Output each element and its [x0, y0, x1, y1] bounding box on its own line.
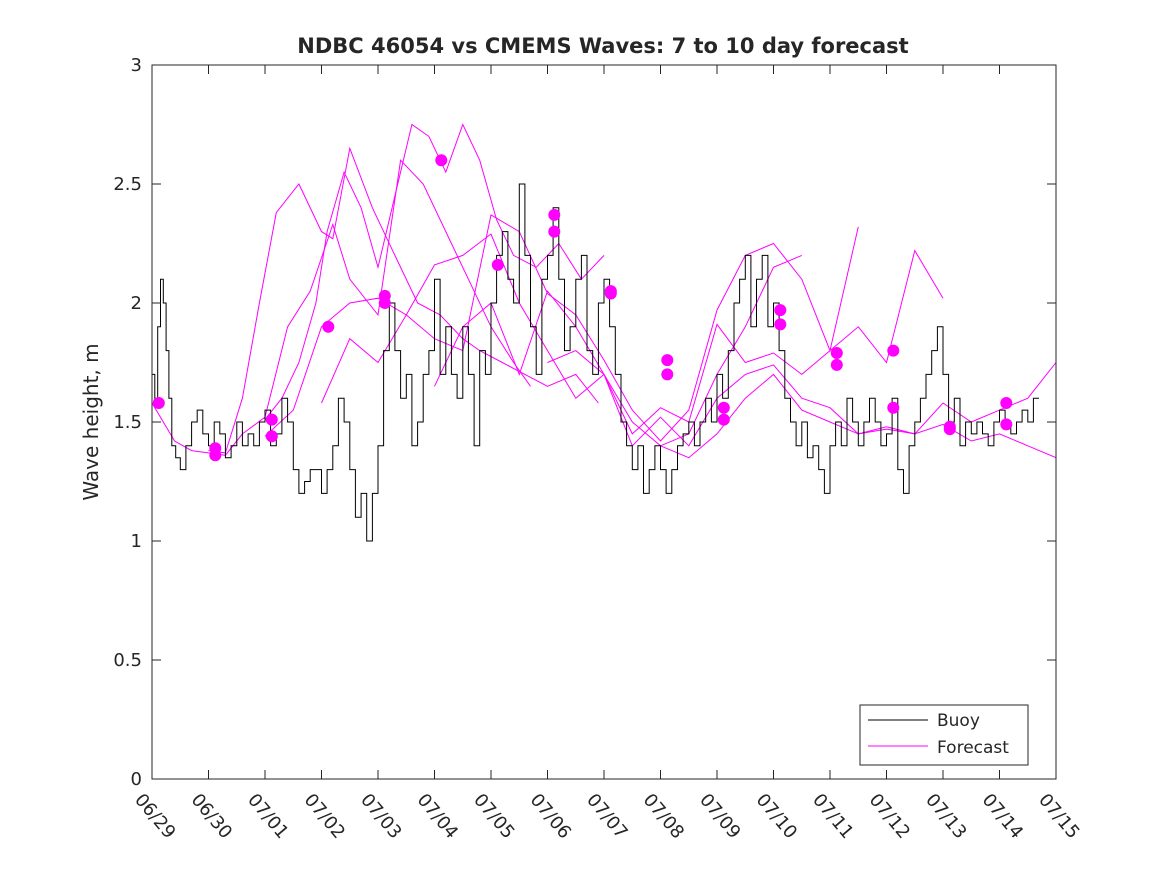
- forecast-marker: [1000, 418, 1013, 431]
- y-tick-label: 1: [131, 531, 142, 552]
- buoy-line: [152, 183, 1039, 542]
- legend-forecast-label: Forecast: [937, 738, 1009, 758]
- plot-area: [152, 65, 1056, 779]
- forecast-marker: [322, 320, 335, 333]
- y-axis: 0 0.5 1 1.5 2 2.5 3: [113, 55, 1056, 790]
- y-axis-label: Wave height, m: [79, 343, 103, 500]
- forecast-marker: [830, 358, 843, 371]
- forecast-markers: [152, 154, 1013, 462]
- chart-title: NDBC 46054 vs CMEMS Waves: 7 to 10 day f…: [297, 34, 908, 58]
- forecast-marker: [491, 258, 504, 271]
- forecast-marker: [774, 318, 787, 331]
- forecast-run-5: [321, 214, 859, 442]
- forecast-marker: [661, 354, 674, 367]
- y-tick-label: 1.5: [113, 412, 142, 433]
- forecast-marker: [1000, 397, 1013, 409]
- forecast-marker: [604, 287, 617, 300]
- forecast-marker: [887, 344, 900, 357]
- forecast-marker: [152, 397, 165, 409]
- forecast-marker: [717, 413, 730, 426]
- forecast-marker: [661, 368, 674, 381]
- y-tick-label: 2: [131, 293, 142, 314]
- forecast-marker: [548, 225, 561, 238]
- forecast-marker: [830, 347, 843, 359]
- legend-box: [859, 704, 1029, 766]
- y-tick-label: 3: [131, 55, 142, 76]
- forecast-marker: [548, 208, 561, 221]
- forecast-marker: [943, 423, 956, 436]
- forecast-run-1: [152, 159, 531, 456]
- forecast-run-2: [208, 146, 599, 454]
- forecast-marker: [435, 154, 448, 167]
- forecast-marker: [717, 401, 730, 414]
- forecast-marker: [887, 401, 900, 414]
- y-tick-label: 2.5: [113, 174, 142, 195]
- forecast-marker: [209, 449, 222, 462]
- legend-buoy-label: Buoy: [937, 711, 980, 731]
- buoy-series-line: [152, 183, 1039, 542]
- forecast-marker: [378, 297, 391, 309]
- y-tick-label: 0.5: [113, 650, 142, 671]
- forecast-run-3: [264, 123, 605, 420]
- forecast-marker: [265, 413, 278, 426]
- y-tick-label: 0: [131, 769, 142, 790]
- forecast-marker: [265, 430, 278, 443]
- legend: Buoy Forecast: [859, 704, 1029, 766]
- forecast-marker: [774, 304, 787, 317]
